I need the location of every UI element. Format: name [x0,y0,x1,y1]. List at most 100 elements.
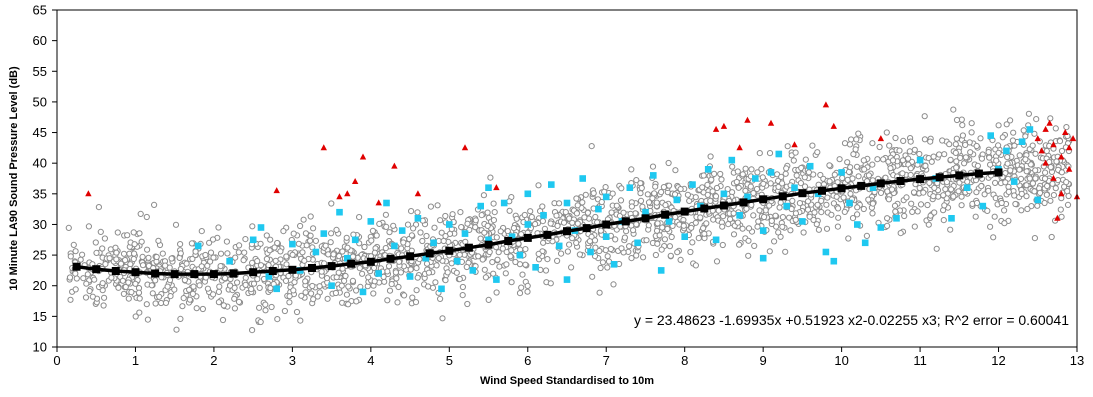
grey-circle-point [560,219,568,226]
grey-circle-point [772,212,779,219]
grey-circle-point [192,248,199,255]
grey-circle-point [93,249,100,256]
grey-circle-point [462,238,469,245]
grey-circle-point [730,231,738,238]
cyan-square-point [367,218,375,225]
grey-circle-point [564,248,572,255]
cyan-square-point [532,264,539,271]
grey-circle-point [267,236,274,243]
fit-line-marker [268,267,277,275]
grey-circle-point [524,288,531,295]
grey-circle-point [433,262,440,269]
grey-circle-point [240,257,247,264]
grey-circle-point [438,229,445,236]
grey-circle-point [671,191,679,198]
grey-circle-point [834,223,842,230]
grey-circle-point [234,279,241,286]
axes-layer: 0 1 2 3 4 5 6 7 8 9 10 11 12 131015202530354045505560… [33,3,1085,369]
grey-circle-point [792,210,800,217]
grey-circle-point [815,226,823,233]
grey-circle-point [967,149,974,156]
grey-circle-point [978,155,986,162]
grey-circle-point [177,315,184,322]
red-triangle-point [1065,144,1073,151]
y-tick-label: 60 [33,33,47,48]
cyan-square-point [265,273,273,280]
cyan-square-point [485,184,492,191]
grey-circle-point [463,263,470,271]
grey-circle-point [574,220,581,227]
red-triangle-point [1054,214,1061,221]
grey-circle-point [1032,175,1039,182]
grey-circle-point [65,224,72,231]
grey-circle-point [930,153,937,160]
grey-circle-point [903,194,910,201]
grey-circle-point [547,220,554,227]
grey-circle-point [1016,152,1023,159]
grey-circle-point [553,212,560,219]
grey-circle-point [499,245,506,252]
grey-circle-point [274,239,281,247]
grey-circle-point [308,290,315,297]
grey-circle-point [745,252,752,259]
cyan-square-point [289,240,296,248]
grey-circle-point [947,156,954,163]
grey-circle-point [835,214,842,221]
grey-circle-point [186,286,193,293]
cyan-square-point [783,202,790,210]
grey-circle-point [1049,180,1056,187]
grey-circle-point [576,251,584,258]
grey-circle-point [84,271,91,278]
grey-circle-point [1031,188,1038,195]
grey-circle-point [475,253,482,260]
grey-circle-point [283,253,290,260]
grey-circle-point [797,180,805,187]
data-points-layer [65,101,1081,334]
grey-circle-point [497,228,504,235]
grey-circle-point [783,165,790,172]
grey-circle-point [193,305,200,312]
x-tick-label: 13 [1070,353,1084,368]
cyan-square-point [1026,126,1034,133]
grey-circle-point [338,282,345,289]
grey-circle-point [119,277,127,284]
grey-circle-point [849,175,856,182]
cyan-square-point [249,236,257,244]
red-triangle-point [720,122,728,129]
grey-circle-point [730,210,737,217]
grey-circle-point [985,187,992,194]
cyan-square-point [579,175,586,182]
grey-circle-point [818,209,825,216]
cyan-square-point [728,156,736,164]
cyan-square-point [438,285,445,293]
fit-line-marker [249,268,258,277]
grey-circle-point [801,183,809,190]
grey-circle-point [136,309,143,316]
cyan-square-point [273,285,280,293]
grey-circle-point [542,267,550,274]
grey-circle-point [920,189,927,196]
grey-circle-point [80,275,87,282]
red-triangle-point [391,162,398,169]
grey-circle-point [1065,192,1072,200]
grey-circle-point [1043,147,1050,155]
grey-circle-point [761,213,768,221]
grey-circle-point [112,244,119,251]
grey-circle-point [295,240,302,247]
grey-circle-point [668,233,675,241]
grey-circle-point [700,225,707,232]
fit-line-marker [974,169,983,178]
grey-circle-point [633,177,640,184]
grey-circle-point [637,197,645,204]
grey-circle-point [869,210,876,217]
grey-circle-point [256,284,263,291]
grey-circle-point [750,212,757,219]
cyan-square-point [775,150,783,158]
grey-circle-point [215,288,222,295]
grey-circle-point [330,251,337,258]
fit-line-marker [131,268,140,277]
grey-circle-point [628,166,635,173]
grey-circle-point [1003,121,1010,128]
grey-circle-point [604,264,611,271]
grey-circle-point [847,190,854,197]
